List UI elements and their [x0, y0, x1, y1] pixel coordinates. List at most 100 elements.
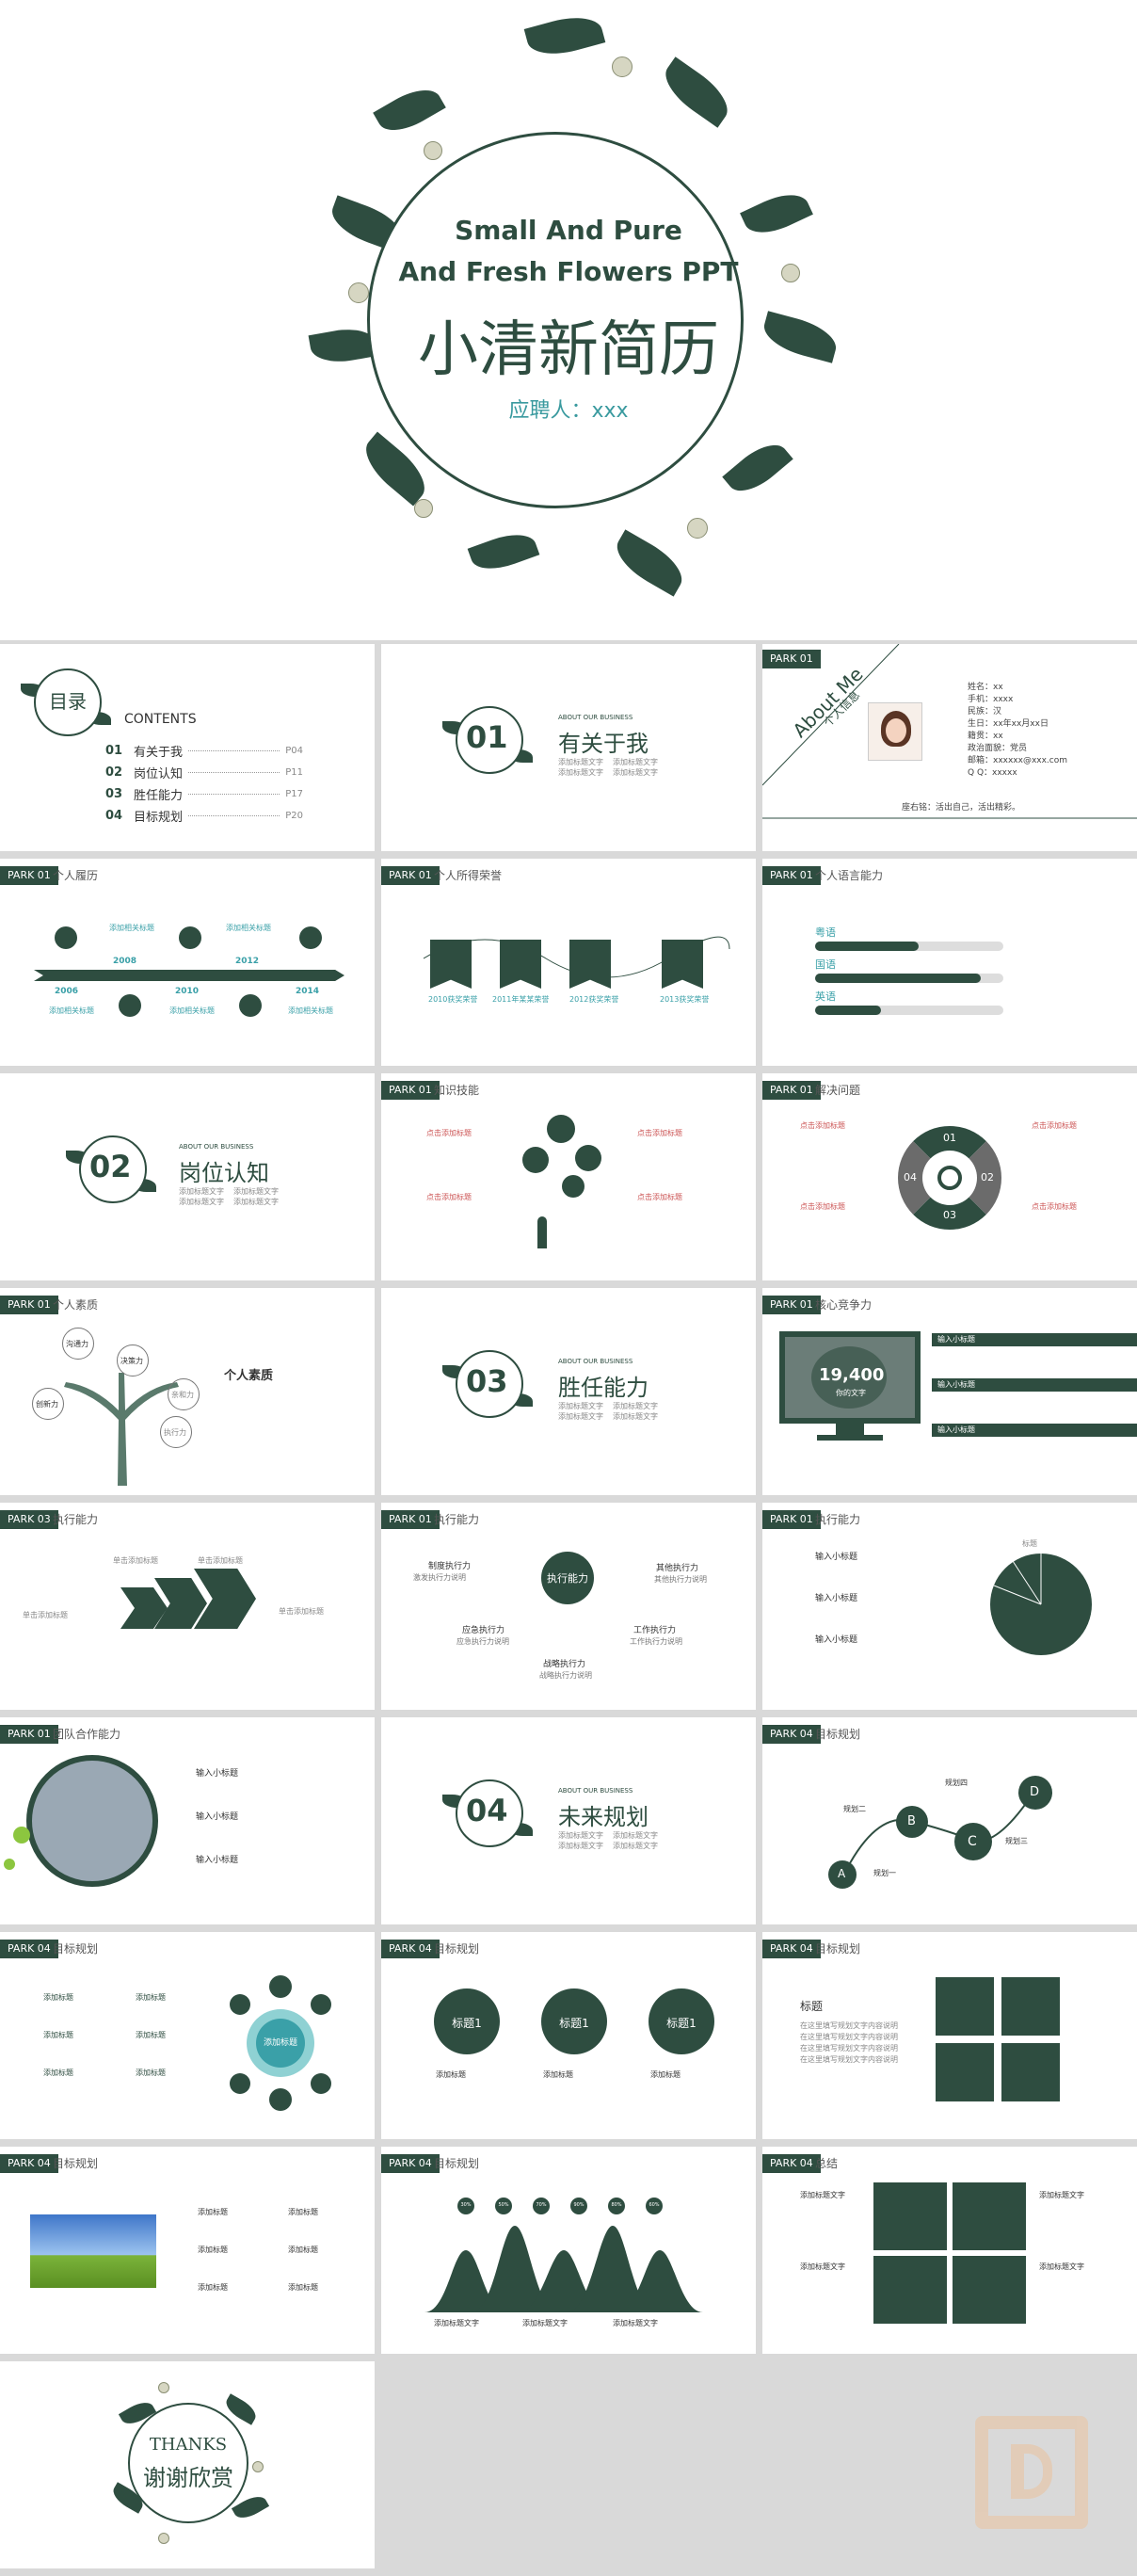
cover-ring: [367, 132, 744, 508]
timeline-node-icon: [179, 926, 201, 949]
slide-title: 总结: [815, 2157, 839, 2170]
lang-row: 粤语: [815, 925, 1003, 951]
toc-heading-en: CONTENTS: [124, 712, 197, 727]
goal4-slide: PARK 04 目标规划 标题 在这里填写规划文字内容说明 在这里填写规划文字内…: [762, 1932, 1137, 2139]
section-number: 02: [89, 1149, 132, 1184]
slide-title: 个人所得荣誉: [434, 869, 503, 882]
timeline-year: 2014: [296, 987, 320, 996]
goal5-slide: PARK 04 目标规划 添加标题 添加标题 添加标题 添加标题 添加标题 添加…: [0, 2147, 375, 2354]
about-me-fields: 姓名：xx 手机：xxxx 民族：汉 生日：xx年xx月xx日 籍贯：xx 政治…: [968, 683, 1068, 778]
section-about: ABOUT OUR BUSINESS: [558, 1358, 633, 1365]
slide-tag: PARK 04: [762, 1940, 821, 1958]
slide-title: 核心竞争力: [815, 1298, 873, 1312]
mountain-chart: [424, 2226, 703, 2312]
slide-tag: PARK 01: [381, 866, 440, 885]
timeline-node-icon: [119, 994, 141, 1017]
avatar: [868, 702, 922, 761]
toc-list: 01 有关于我 P04 02 岗位认知 P11 03 胜任能力 P17 04 目…: [105, 740, 303, 827]
section-number: 03: [466, 1363, 508, 1399]
slide-tag: PARK 01: [762, 1510, 821, 1529]
about-me-motto: 座右铭：活出自己，活出精彩。: [902, 803, 1021, 813]
cover-applicant: 应聘人：xxx: [508, 399, 629, 423]
slide-title: 目标规划: [815, 1728, 861, 1741]
slide-tag: PARK 04: [381, 2154, 440, 2173]
section-03-slide: 03 ABOUT OUR BUSINESS 胜任能力 添加标题文字 添加标题文字 …: [381, 1288, 756, 1495]
tree-icon: [64, 1373, 179, 1486]
slide-tag: PARK 01: [762, 1296, 821, 1314]
cover-title-en-2: And Fresh Flowers PPT: [398, 256, 739, 287]
slide-title: 执行能力: [434, 1513, 480, 1526]
slide-tag: PARK 01: [762, 650, 821, 668]
person-icon: [537, 1216, 547, 1248]
cover-wreath: [254, 9, 857, 612]
thanks-en: THANKS: [149, 2435, 228, 2455]
pie-chart: [990, 1554, 1092, 1655]
goal2-slide: PARK 04 目标规划 添加标题 添加标题 添加标题 添加标题 添加标题 添加…: [0, 1932, 375, 2139]
slide-title: 执行能力: [53, 1513, 99, 1526]
slide-tag: PARK 01: [0, 1296, 58, 1314]
center-node: [541, 1552, 594, 1604]
goal6-slide: PARK 04 目标规划 30% 50% 70% 90% 80% 60% 添加标…: [381, 2147, 756, 2354]
toc-item[interactable]: 02 岗位认知 P11: [105, 765, 303, 781]
thanks-cn: 谢谢欣赏: [143, 2465, 233, 2491]
problem-slide: PARK 01 解决问题 01 02 03 04 点击添加标题 点击添加标题 点…: [762, 1073, 1137, 1280]
slide-tag: PARK 01: [381, 1081, 440, 1100]
skills-slide: PARK 01 知识技能 点击添加标题 点击添加标题 点击添加标题 点击添加标题: [381, 1073, 756, 1280]
slide-title: 个人履历: [53, 869, 99, 882]
slide-title: 目标规划: [434, 1942, 480, 1956]
honors-slide: PARK 01 个人所得荣誉 2010获奖荣誉 2011年某某荣誉 2012获奖…: [381, 859, 756, 1066]
language-slide: PARK 01 个人语言能力 粤语 国语 英语: [762, 859, 1137, 1066]
toc-item[interactable]: 01 有关于我 P04: [105, 744, 303, 760]
section-about: ABOUT OUR BUSINESS: [558, 1787, 633, 1795]
landscape-photo: [30, 2214, 156, 2288]
section-about: ABOUT OUR BUSINESS: [179, 1143, 254, 1151]
timeline-node-icon: [239, 994, 262, 1017]
balloon: [575, 1145, 601, 1171]
team-slide: PARK 01 团队合作能力 输入小标题 输入小标题 输入小标题: [0, 1717, 375, 1924]
slide-tag: PARK 04: [762, 1725, 821, 1744]
core-slide: PARK 01 核心竞争力 19,400 你的文字 输入小标题 输入小标题 输入…: [762, 1288, 1137, 1495]
balloon: [562, 1175, 585, 1198]
section-01-slide: 01 ABOUT OUR BUSINESS 有关于我 添加标题文字 添加标题文字 …: [381, 644, 756, 851]
toc-item[interactable]: 03 胜任能力 P17: [105, 787, 303, 803]
section-04-slide: 04 ABOUT OUR BUSINESS 未来规划 添加标题文字 添加标题文字 …: [381, 1717, 756, 1924]
lang-row: 国语: [815, 957, 1003, 983]
slide-tag: PARK 01: [0, 1725, 58, 1744]
section-title: 有关于我: [558, 731, 649, 757]
slide-title: 执行能力: [815, 1513, 861, 1526]
slide-title: 目标规划: [53, 2157, 99, 2170]
about-me-diagonal: [762, 644, 1137, 819]
section-number: 01: [466, 719, 508, 755]
timeline-year: 2008: [113, 957, 137, 966]
lang-row: 英语: [815, 989, 1003, 1015]
slide-tag: PARK 04: [381, 1940, 440, 1958]
balloon: [547, 1115, 575, 1143]
toc-wreath: [21, 655, 115, 749]
slide-title: 知识技能: [434, 1084, 480, 1097]
section-title: 岗位认知: [179, 1160, 269, 1186]
about-me-slide: PARK 01 About Me 个人信息 姓名：xx 手机：xxxx 民族：汉…: [762, 644, 1137, 851]
quality-slide: PARK 01 个人素质 沟通力 决策力 亲和力 创新力 执行力 个人素质: [0, 1288, 375, 1495]
timeline-node-icon: [55, 926, 77, 949]
section-title: 未来规划: [558, 1804, 649, 1830]
section-number: 04: [466, 1793, 508, 1828]
timeline-bar: [34, 970, 344, 981]
slide-title: 目标规划: [434, 2157, 480, 2170]
slide-tag: PARK 04: [0, 1940, 58, 1958]
exec2-slide: PARK 01 执行能力 执行能力 制度执行力 激发执行力说明 其他执行力 其他…: [381, 1503, 756, 1710]
thanks-wreath: [102, 2376, 275, 2550]
thanks-slide: THANKS 谢谢欣赏: [0, 2361, 375, 2568]
watermark-logo: [975, 2416, 1088, 2529]
section-wreath: [442, 693, 536, 787]
summary-slide: PARK 04 总结 添加标题文字 添加标题文字 添加标题文字 添加标题文字: [762, 2147, 1137, 2354]
section-about: ABOUT OUR BUSINESS: [558, 714, 633, 721]
slide-title: 团队合作能力: [53, 1728, 121, 1741]
slide-tag: PARK 01: [381, 1510, 440, 1529]
cover-title-cn: 小清新简历: [418, 315, 719, 385]
section-02-slide: 02 ABOUT OUR BUSINESS 岗位认知 添加标题文字 添加标题文字 …: [0, 1073, 375, 1280]
toc-item[interactable]: 04 目标规划 P20: [105, 809, 303, 825]
slide-tag: PARK 03: [0, 1510, 58, 1529]
goal1-slide: PARK 04 目标规划 A B C D 规划一 规划二 规划三 规划四: [762, 1717, 1137, 1924]
resume-slide: PARK 01 个人履历 2006 2008 2010 2012 2014 添加…: [0, 859, 375, 1066]
slide-title: 个人素质: [53, 1298, 99, 1312]
